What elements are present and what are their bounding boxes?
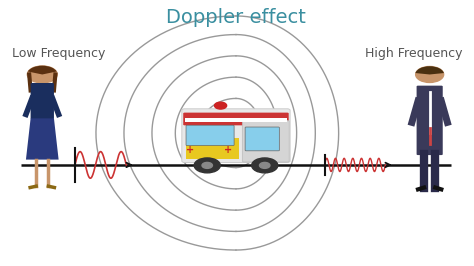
FancyBboxPatch shape (183, 113, 289, 125)
Circle shape (27, 66, 57, 83)
Text: High Frequency: High Frequency (365, 47, 462, 60)
Text: Doppler effect: Doppler effect (166, 8, 306, 27)
Text: +: + (186, 145, 194, 155)
FancyBboxPatch shape (31, 83, 54, 119)
Text: +: + (224, 145, 232, 155)
Wedge shape (415, 66, 444, 74)
Polygon shape (26, 118, 59, 160)
FancyBboxPatch shape (417, 86, 443, 155)
FancyBboxPatch shape (186, 125, 234, 146)
Circle shape (252, 158, 278, 173)
Circle shape (215, 102, 227, 109)
Text: Low Frequency: Low Frequency (12, 47, 105, 60)
Circle shape (259, 163, 270, 168)
FancyBboxPatch shape (186, 138, 239, 159)
Circle shape (202, 163, 212, 168)
Circle shape (416, 66, 444, 82)
FancyBboxPatch shape (245, 127, 279, 151)
FancyBboxPatch shape (242, 120, 289, 162)
Circle shape (194, 158, 220, 173)
Wedge shape (28, 66, 57, 74)
FancyBboxPatch shape (182, 109, 290, 163)
Bar (185, 118, 287, 122)
